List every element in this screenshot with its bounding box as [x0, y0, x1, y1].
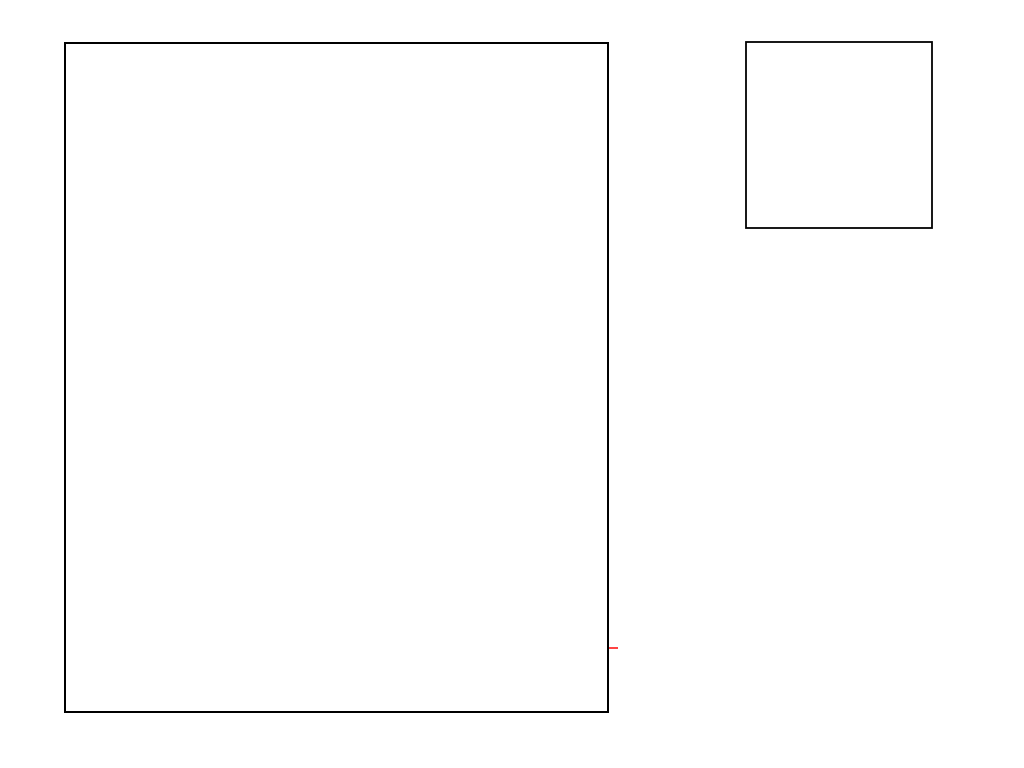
plot-border — [64, 42, 609, 713]
hodograph-panel — [745, 41, 933, 229]
ptype-block — [736, 684, 956, 708]
hodograph-border — [745, 41, 933, 229]
